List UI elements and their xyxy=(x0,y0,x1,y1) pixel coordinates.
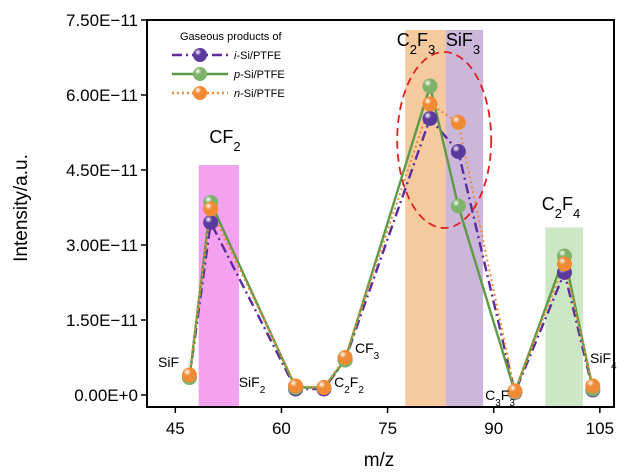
data-point xyxy=(337,350,353,365)
band-1 xyxy=(405,30,446,407)
legend-marker xyxy=(193,86,207,100)
legend-label: i-Si/PTFE xyxy=(234,50,281,62)
data-point xyxy=(422,96,438,112)
x-tick-label: 60 xyxy=(272,419,291,438)
plot-frame xyxy=(146,19,615,408)
y-tick-label: 6.00E−11 xyxy=(66,86,138,105)
data-point xyxy=(450,144,466,159)
peak-label: C3F3 xyxy=(485,387,515,409)
legend-label: p-Si/PTFE xyxy=(233,69,285,81)
peak-label: C2F2 xyxy=(334,374,364,396)
peak-label: C2F4 xyxy=(542,194,580,221)
data-point xyxy=(556,256,572,272)
peak-label: CF2 xyxy=(209,127,240,154)
y-tick-label: 1.50E−11 xyxy=(66,311,138,330)
series-line xyxy=(188,81,594,396)
data-point xyxy=(507,383,523,399)
y-tick-label: 3.00E−11 xyxy=(66,236,138,255)
axes: 45 60 75 90 105 0.00E+0 1.50E−11 3.00E−11 4.50E−… xyxy=(66,11,615,438)
data-point xyxy=(316,380,332,395)
legend-label: n-Si/PTFE xyxy=(234,88,285,100)
data-point xyxy=(450,198,466,214)
x-tick-label: 105 xyxy=(586,419,614,438)
peak-label: SiF2 xyxy=(239,374,266,396)
ellipse-mark xyxy=(396,51,493,229)
data-point xyxy=(422,111,438,126)
data-point xyxy=(422,78,438,94)
legend-marker xyxy=(193,67,207,81)
y-tick-label: 4.50E−11 xyxy=(66,161,138,180)
y-axis-title: Intensity/a.u. xyxy=(11,154,32,262)
legend-marker xyxy=(193,48,207,62)
x-tick-label: 90 xyxy=(484,419,503,438)
peak-label: SiF3 xyxy=(446,30,480,57)
series-line xyxy=(188,102,594,395)
x-axis-title: m/z xyxy=(364,450,395,471)
peak-label: CF3 xyxy=(355,340,380,362)
y-tick-label: 7.50E−11 xyxy=(66,11,138,30)
peak-label: C2F3 xyxy=(397,30,435,57)
data-point xyxy=(181,367,197,383)
x-tick-label: 75 xyxy=(378,419,397,438)
x-tick-label: 45 xyxy=(166,419,185,438)
peak-label: SiF xyxy=(158,354,179,370)
series-markers xyxy=(181,78,601,400)
legend: Gaseous products of i-Si/PTFE p-Si/PTFE n-S… xyxy=(172,31,285,100)
peak-label: SiF4 xyxy=(590,350,617,372)
data-point xyxy=(288,378,304,394)
highlight-ellipse xyxy=(396,51,493,229)
y-tick-label: 0.00E+0 xyxy=(74,386,138,405)
series-line xyxy=(188,116,594,397)
data-point xyxy=(203,201,219,217)
data-point xyxy=(203,215,219,230)
legend-title: Gaseous products of xyxy=(180,31,282,43)
data-point xyxy=(585,378,601,394)
data-point xyxy=(450,115,466,130)
series-lines xyxy=(188,81,594,397)
peak-annotations: CF2 C2F3 SiF3 C2F4 SiF SiF2 C2F2 CF3 C3F3 SiF4 xyxy=(158,30,617,409)
